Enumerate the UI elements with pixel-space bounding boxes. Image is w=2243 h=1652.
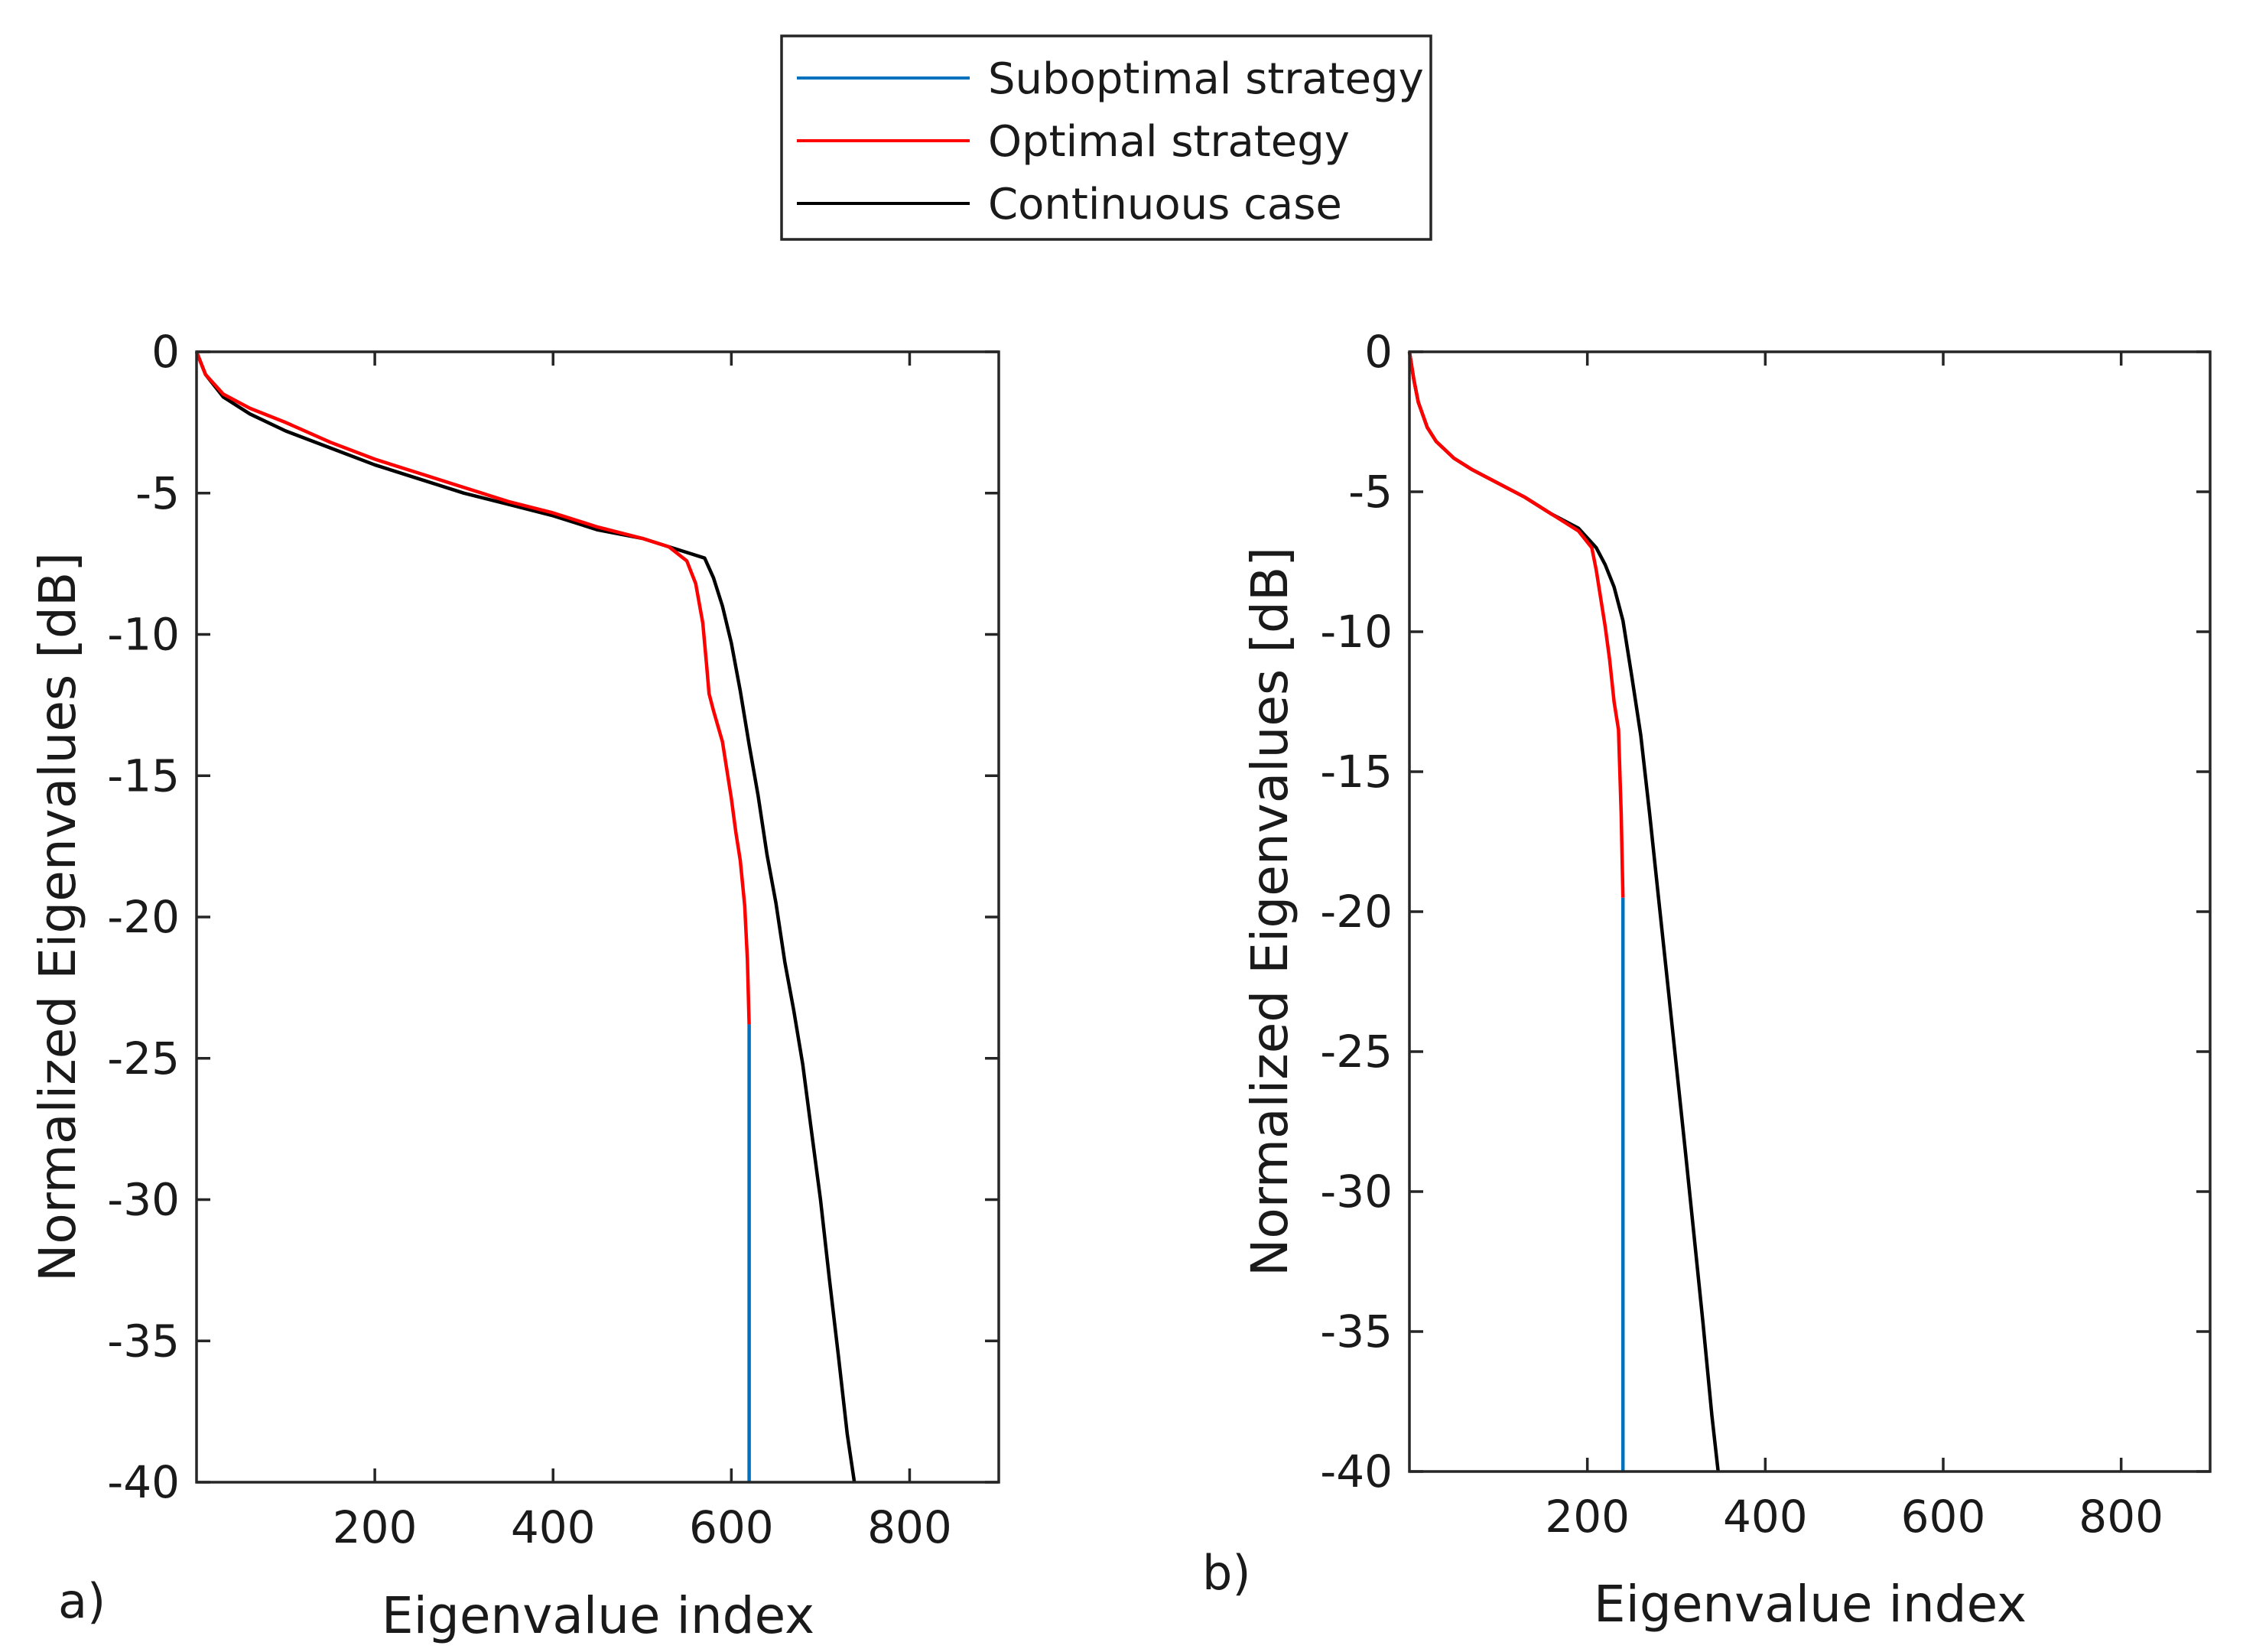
panel-b-y-tick-label-v-25: -25 xyxy=(1320,1026,1393,1078)
panel-a-y-tick-label-v-20: -20 xyxy=(107,891,180,943)
legend-label-suboptimal: Suboptimal strategy xyxy=(988,54,1424,104)
panel-b-series xyxy=(1407,351,1720,1472)
panel-a-y-tick-label-v-5: -5 xyxy=(135,467,180,519)
panel-a-x-tick-label-400: 400 xyxy=(511,1501,596,1553)
panel-a-x-tick-label-800: 800 xyxy=(867,1501,952,1553)
panel-b-x-axis-label: Eigenvalue index xyxy=(1594,1575,2027,1634)
panel-b-y-tick-label-v0: 0 xyxy=(1364,326,1393,378)
panel-a-x-tick-label-600: 600 xyxy=(689,1501,774,1553)
panel-b-y-tick-label-v-15: -15 xyxy=(1320,746,1393,798)
panel-a-label: a) xyxy=(58,1573,106,1629)
panel-a-x-tick-label-200: 200 xyxy=(333,1501,418,1553)
panel-a-y-tick-label-v-15: -15 xyxy=(107,750,180,802)
panel-a-y-tick-label-v-30: -30 xyxy=(107,1174,180,1226)
panel-a-y-tick-label-v-35: -35 xyxy=(107,1315,180,1367)
panel-b-x-tick-label-200: 200 xyxy=(1545,1491,1630,1543)
panel-b-y-tick-label-v-10: -10 xyxy=(1320,606,1393,658)
panel-b-series-optimal-strategy xyxy=(1407,351,1625,898)
panel-b-label: b) xyxy=(1202,1545,1251,1601)
panel-b-x-tick-label-400: 400 xyxy=(1723,1491,1808,1543)
panel-b-y-tick-label-v-20: -20 xyxy=(1320,886,1393,938)
panel-a-y-axis-label: Normalized Eigenvalues [dB] xyxy=(28,552,87,1282)
legend-label-continuous: Continuous case xyxy=(988,180,1342,229)
panel-b-x-tick-label-600: 600 xyxy=(1901,1491,1986,1543)
panel-a-y-tick-label-v-40: -40 xyxy=(107,1456,180,1508)
panel-b-y-axis-label: Normalized Eigenvalues [dB] xyxy=(1240,547,1299,1276)
panel-a: 200 400 600 800 0 -5 -10 -15 -20 -25 -30 -35 -40 Eig… xyxy=(28,326,1000,1645)
panel-b-y-tick-label-v-35: -35 xyxy=(1320,1306,1393,1358)
panel-b-y-tick-label-v-5: -5 xyxy=(1348,466,1393,518)
panel-a-y-tick-label-v-25: -25 xyxy=(107,1032,180,1085)
panel-b-y-tick-label-v-30: -30 xyxy=(1320,1166,1393,1218)
panel-b-y-tick-label-v-40: -40 xyxy=(1320,1446,1393,1498)
legend-box xyxy=(780,34,1432,241)
legend-label-optimal: Optimal strategy xyxy=(988,117,1350,167)
panel-b: 200 400 600 800 0 -5 -10 -15 -20 -25 -30 -35 -40 Eig… xyxy=(1202,326,2212,1634)
panel-a-series-continuous-case xyxy=(194,351,857,1483)
legend: Suboptimal strategy Optimal strategy Con… xyxy=(780,34,1432,241)
panel-a-ticks: 200 400 600 800 0 -5 -10 -15 -20 -25 -30 -35 -40 xyxy=(107,326,999,1553)
panel-a-series-optimal-strategy xyxy=(194,351,751,1025)
panel-a-y-tick-label-v0: 0 xyxy=(151,326,180,378)
panel-a-x-axis-label: Eigenvalue index xyxy=(382,1586,814,1645)
panel-a-series xyxy=(194,351,857,1483)
panel-a-y-tick-label-v-10: -10 xyxy=(107,609,180,661)
panel-b-x-tick-label-800: 800 xyxy=(2079,1491,2163,1543)
panel-b-ticks: 200 400 600 800 0 -5 -10 -15 -20 -25 -30 -35 -40 xyxy=(1320,326,2210,1543)
